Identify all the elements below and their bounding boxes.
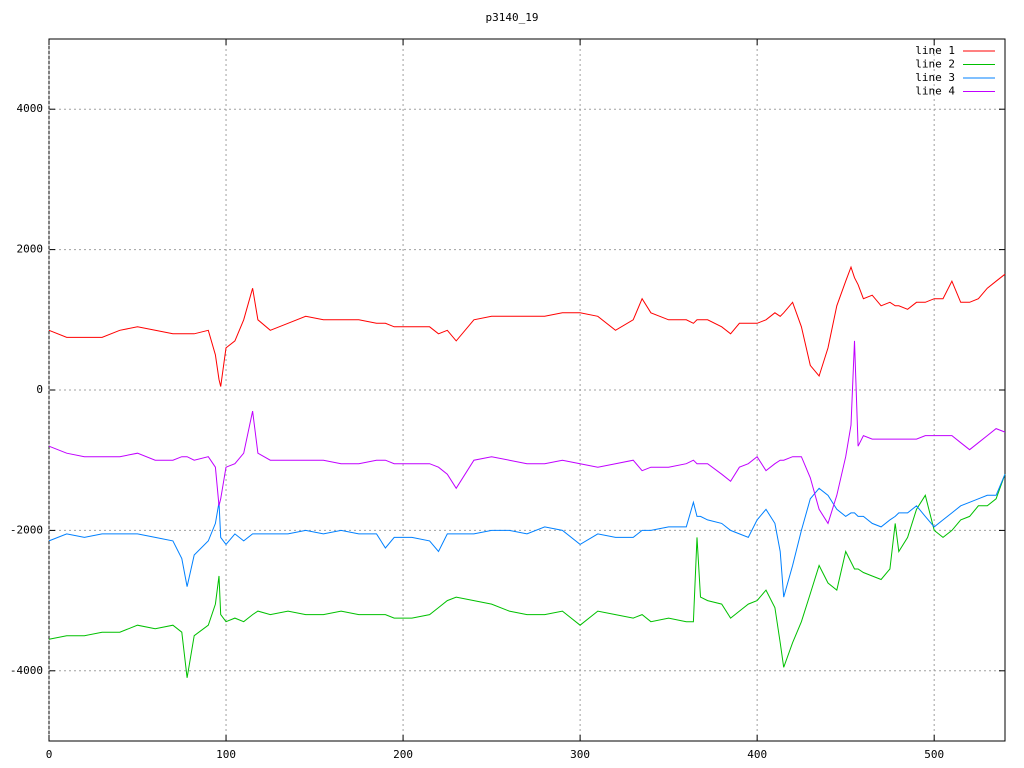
y-tick-label: 2000 bbox=[17, 243, 44, 256]
x-tick-label: 300 bbox=[570, 748, 590, 761]
x-tick-label: 100 bbox=[216, 748, 236, 761]
x-tick-label: 0 bbox=[46, 748, 53, 761]
plot-frame bbox=[48, 38, 1006, 742]
chart-title: p3140_19 bbox=[486, 11, 539, 24]
y-tick-label: -4000 bbox=[10, 664, 43, 677]
x-tick-label: 400 bbox=[747, 748, 767, 761]
y-tick-label: 0 bbox=[36, 383, 43, 396]
legend-label: line 1 bbox=[915, 44, 955, 57]
data-line bbox=[48, 340, 1006, 525]
data-line bbox=[48, 265, 1006, 387]
x-tick-label: 200 bbox=[393, 748, 413, 761]
legend-label: line 4 bbox=[915, 85, 955, 98]
legend-label: line 2 bbox=[915, 58, 955, 71]
data-line bbox=[48, 474, 1006, 678]
x-tick-label: 500 bbox=[924, 748, 944, 761]
y-tick-label: 4000 bbox=[17, 102, 44, 115]
y-tick-label: -2000 bbox=[10, 523, 43, 536]
data-line bbox=[48, 474, 1006, 598]
legend-label: line 3 bbox=[915, 71, 955, 84]
